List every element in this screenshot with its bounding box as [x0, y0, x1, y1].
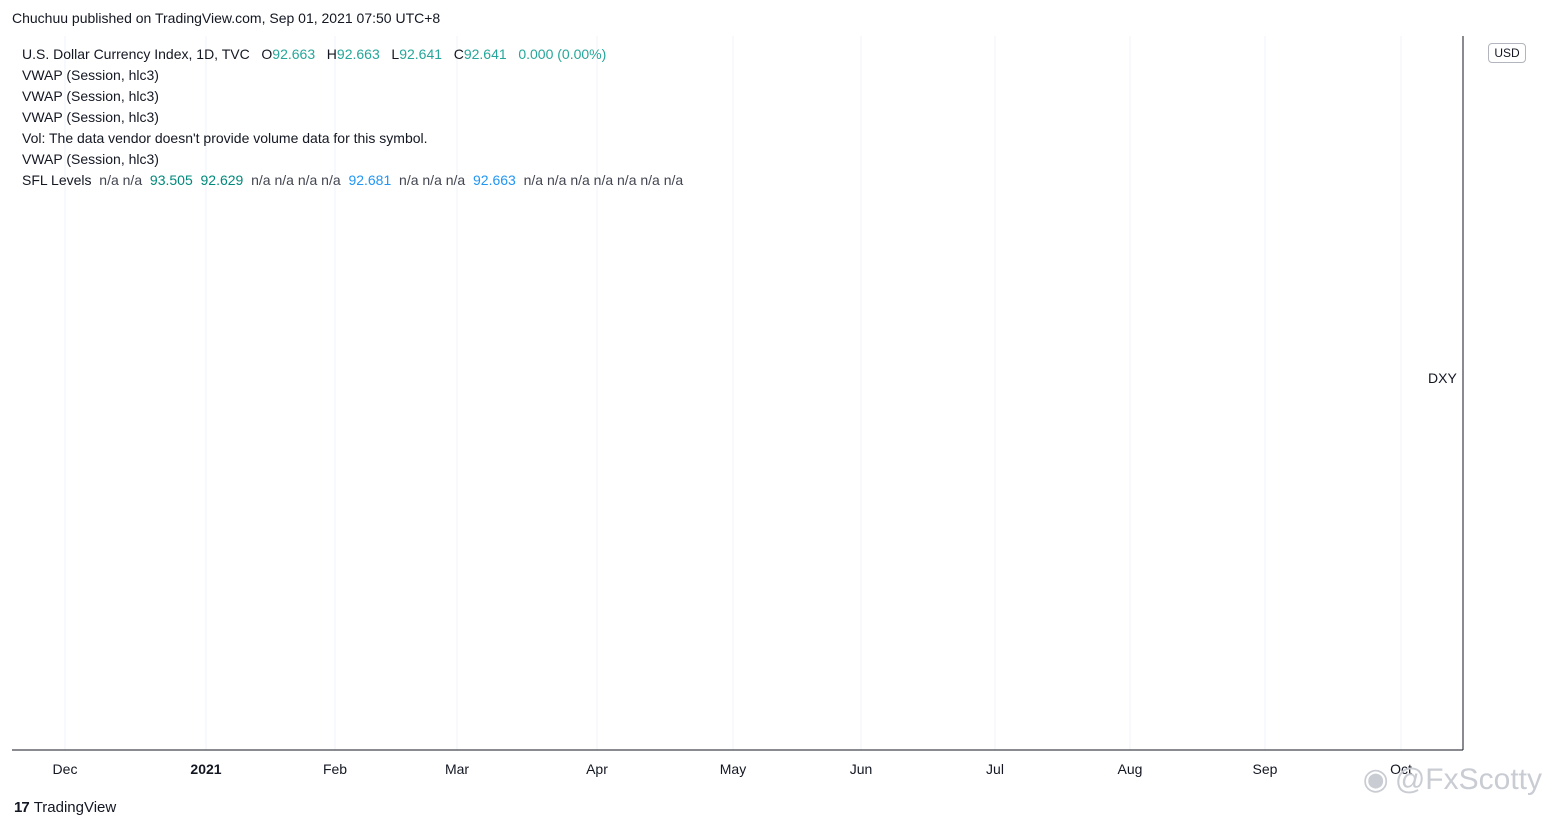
x-tick-label: Aug — [1118, 761, 1143, 777]
currency-badge[interactable]: USD — [1488, 43, 1526, 63]
legend-sfl-v2: 92.629 — [200, 172, 244, 188]
tradingview-logo[interactable]: 17 TradingView — [14, 799, 116, 816]
legend-sfl-v4: 92.663 — [473, 172, 516, 188]
x-tick-label: Jul — [986, 761, 1004, 777]
legend-l-label: L — [391, 46, 400, 62]
x-tick-label: Oct — [1390, 761, 1412, 777]
legend-ohlc-row: U.S. Dollar Currency Index, 1D, TVC O92.… — [22, 44, 683, 65]
legend-high: 92.663 — [336, 46, 380, 62]
x-tick-label: Sep — [1253, 761, 1278, 777]
legend-indicator-1[interactable]: VWAP (Session, hlc3) — [22, 67, 159, 83]
legend-sfl-v1: 93.505 — [149, 172, 193, 188]
legend-sfl-na-c: n/a n/a n/a — [399, 172, 466, 188]
legend-sfl-row[interactable]: SFL Levels n/a n/a 93.505 92.629 n/a n/a… — [22, 170, 683, 191]
tradingview-brand: TradingView — [33, 799, 117, 816]
x-tick-label: Dec — [53, 761, 78, 777]
weibo-icon: ◉ — [1362, 763, 1389, 796]
publisher-line: Chuchuu published on TradingView.com, Se… — [12, 10, 441, 26]
legend-c-label: C — [453, 46, 464, 62]
symbol-ticker: DXY — [1428, 370, 1457, 386]
legend-h-label: H — [326, 46, 337, 62]
watermark-text: @FxScotty — [1394, 762, 1542, 796]
legend-symbol[interactable]: U.S. Dollar Currency Index, 1D, TVC — [22, 46, 250, 62]
legend-sfl-name: SFL Levels — [22, 172, 92, 188]
x-tick-label: Apr — [586, 761, 608, 777]
x-tick-label: May — [720, 761, 746, 777]
legend-low: 92.641 — [399, 46, 443, 62]
x-tick-label: Mar — [445, 761, 469, 777]
legend-change: 0.000 (0.00%) — [518, 46, 607, 62]
legend-indicator-3[interactable]: VWAP (Session, hlc3) — [22, 109, 159, 125]
tradingview-mark-icon: 17 — [14, 799, 30, 816]
legend-sfl-v3: 92.681 — [348, 172, 392, 188]
legend-o-label: O — [261, 46, 273, 62]
legend-volume[interactable]: Vol: The data vendor doesn't provide vol… — [22, 130, 428, 146]
legend-sfl-na-a: n/a n/a — [99, 172, 143, 188]
legend-sfl-na-b: n/a n/a n/a n/a — [251, 172, 341, 188]
legend-open: 92.663 — [272, 46, 316, 62]
watermark: ◉ @FxScotty — [1363, 762, 1542, 797]
legend-sfl-na-d: n/a n/a n/a n/a n/a n/a n/a — [523, 172, 684, 188]
x-tick-label: Feb — [323, 761, 347, 777]
x-tick-label: Jun — [850, 761, 873, 777]
legend-indicator-2[interactable]: VWAP (Session, hlc3) — [22, 88, 159, 104]
legend-close: 92.641 — [463, 46, 507, 62]
legend-indicator-4[interactable]: VWAP (Session, hlc3) — [22, 151, 159, 167]
x-tick-label: 2021 — [190, 761, 221, 777]
legend: U.S. Dollar Currency Index, 1D, TVC O92.… — [22, 44, 683, 191]
